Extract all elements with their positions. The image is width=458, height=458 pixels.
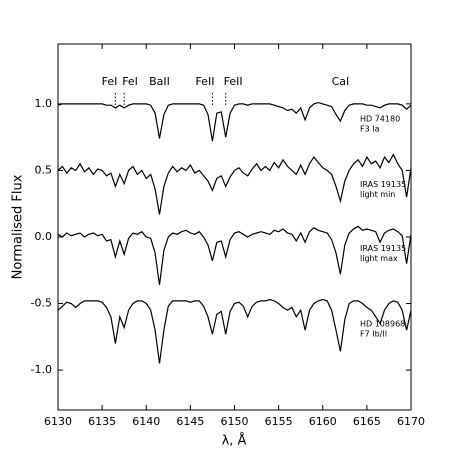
series-label: light max xyxy=(360,254,398,263)
annotation: BaII xyxy=(149,75,170,88)
annotation: CaI xyxy=(332,75,350,88)
annotation: FeI xyxy=(102,75,118,88)
spectrum-line xyxy=(57,298,412,364)
annotation: FeII xyxy=(224,75,243,88)
series-label: HD 74180 xyxy=(360,115,400,124)
y-axis-label: Normalised Flux xyxy=(11,174,26,279)
spectrum-line xyxy=(57,225,412,285)
series-label: HD 108968 xyxy=(360,320,405,329)
x-tick-label: 6150 xyxy=(221,415,249,428)
x-axis-label: λ, Å xyxy=(222,433,247,449)
series-label: IRAS 19135 xyxy=(360,244,406,253)
series-label: IRAS 19135 xyxy=(360,180,406,189)
y-tick-label: -1.0 xyxy=(31,363,52,376)
y-tick-label: 0.0 xyxy=(35,230,53,243)
x-tick-label: 6165 xyxy=(353,415,381,428)
annotation: FeI xyxy=(122,75,138,88)
spectrum-line xyxy=(57,153,412,215)
y-tick-label: -0.5 xyxy=(31,297,52,310)
series-label: F3 Ia xyxy=(360,125,380,134)
x-tick-label: 6145 xyxy=(176,415,204,428)
x-tick-label: 6160 xyxy=(309,415,337,428)
series-label: light min xyxy=(360,190,395,199)
annotation: FeII xyxy=(195,75,214,88)
x-tick-label: 6135 xyxy=(88,415,116,428)
y-tick-label: 1.0 xyxy=(35,97,53,110)
y-tick-label: 0.5 xyxy=(35,163,53,176)
x-tick-label: 6140 xyxy=(132,415,160,428)
series-label: F7 Ib/II xyxy=(360,330,387,339)
x-tick-label: 6155 xyxy=(265,415,293,428)
x-tick-label: 6170 xyxy=(397,415,425,428)
spectrum-line xyxy=(57,101,412,142)
x-tick-label: 6130 xyxy=(44,415,72,428)
